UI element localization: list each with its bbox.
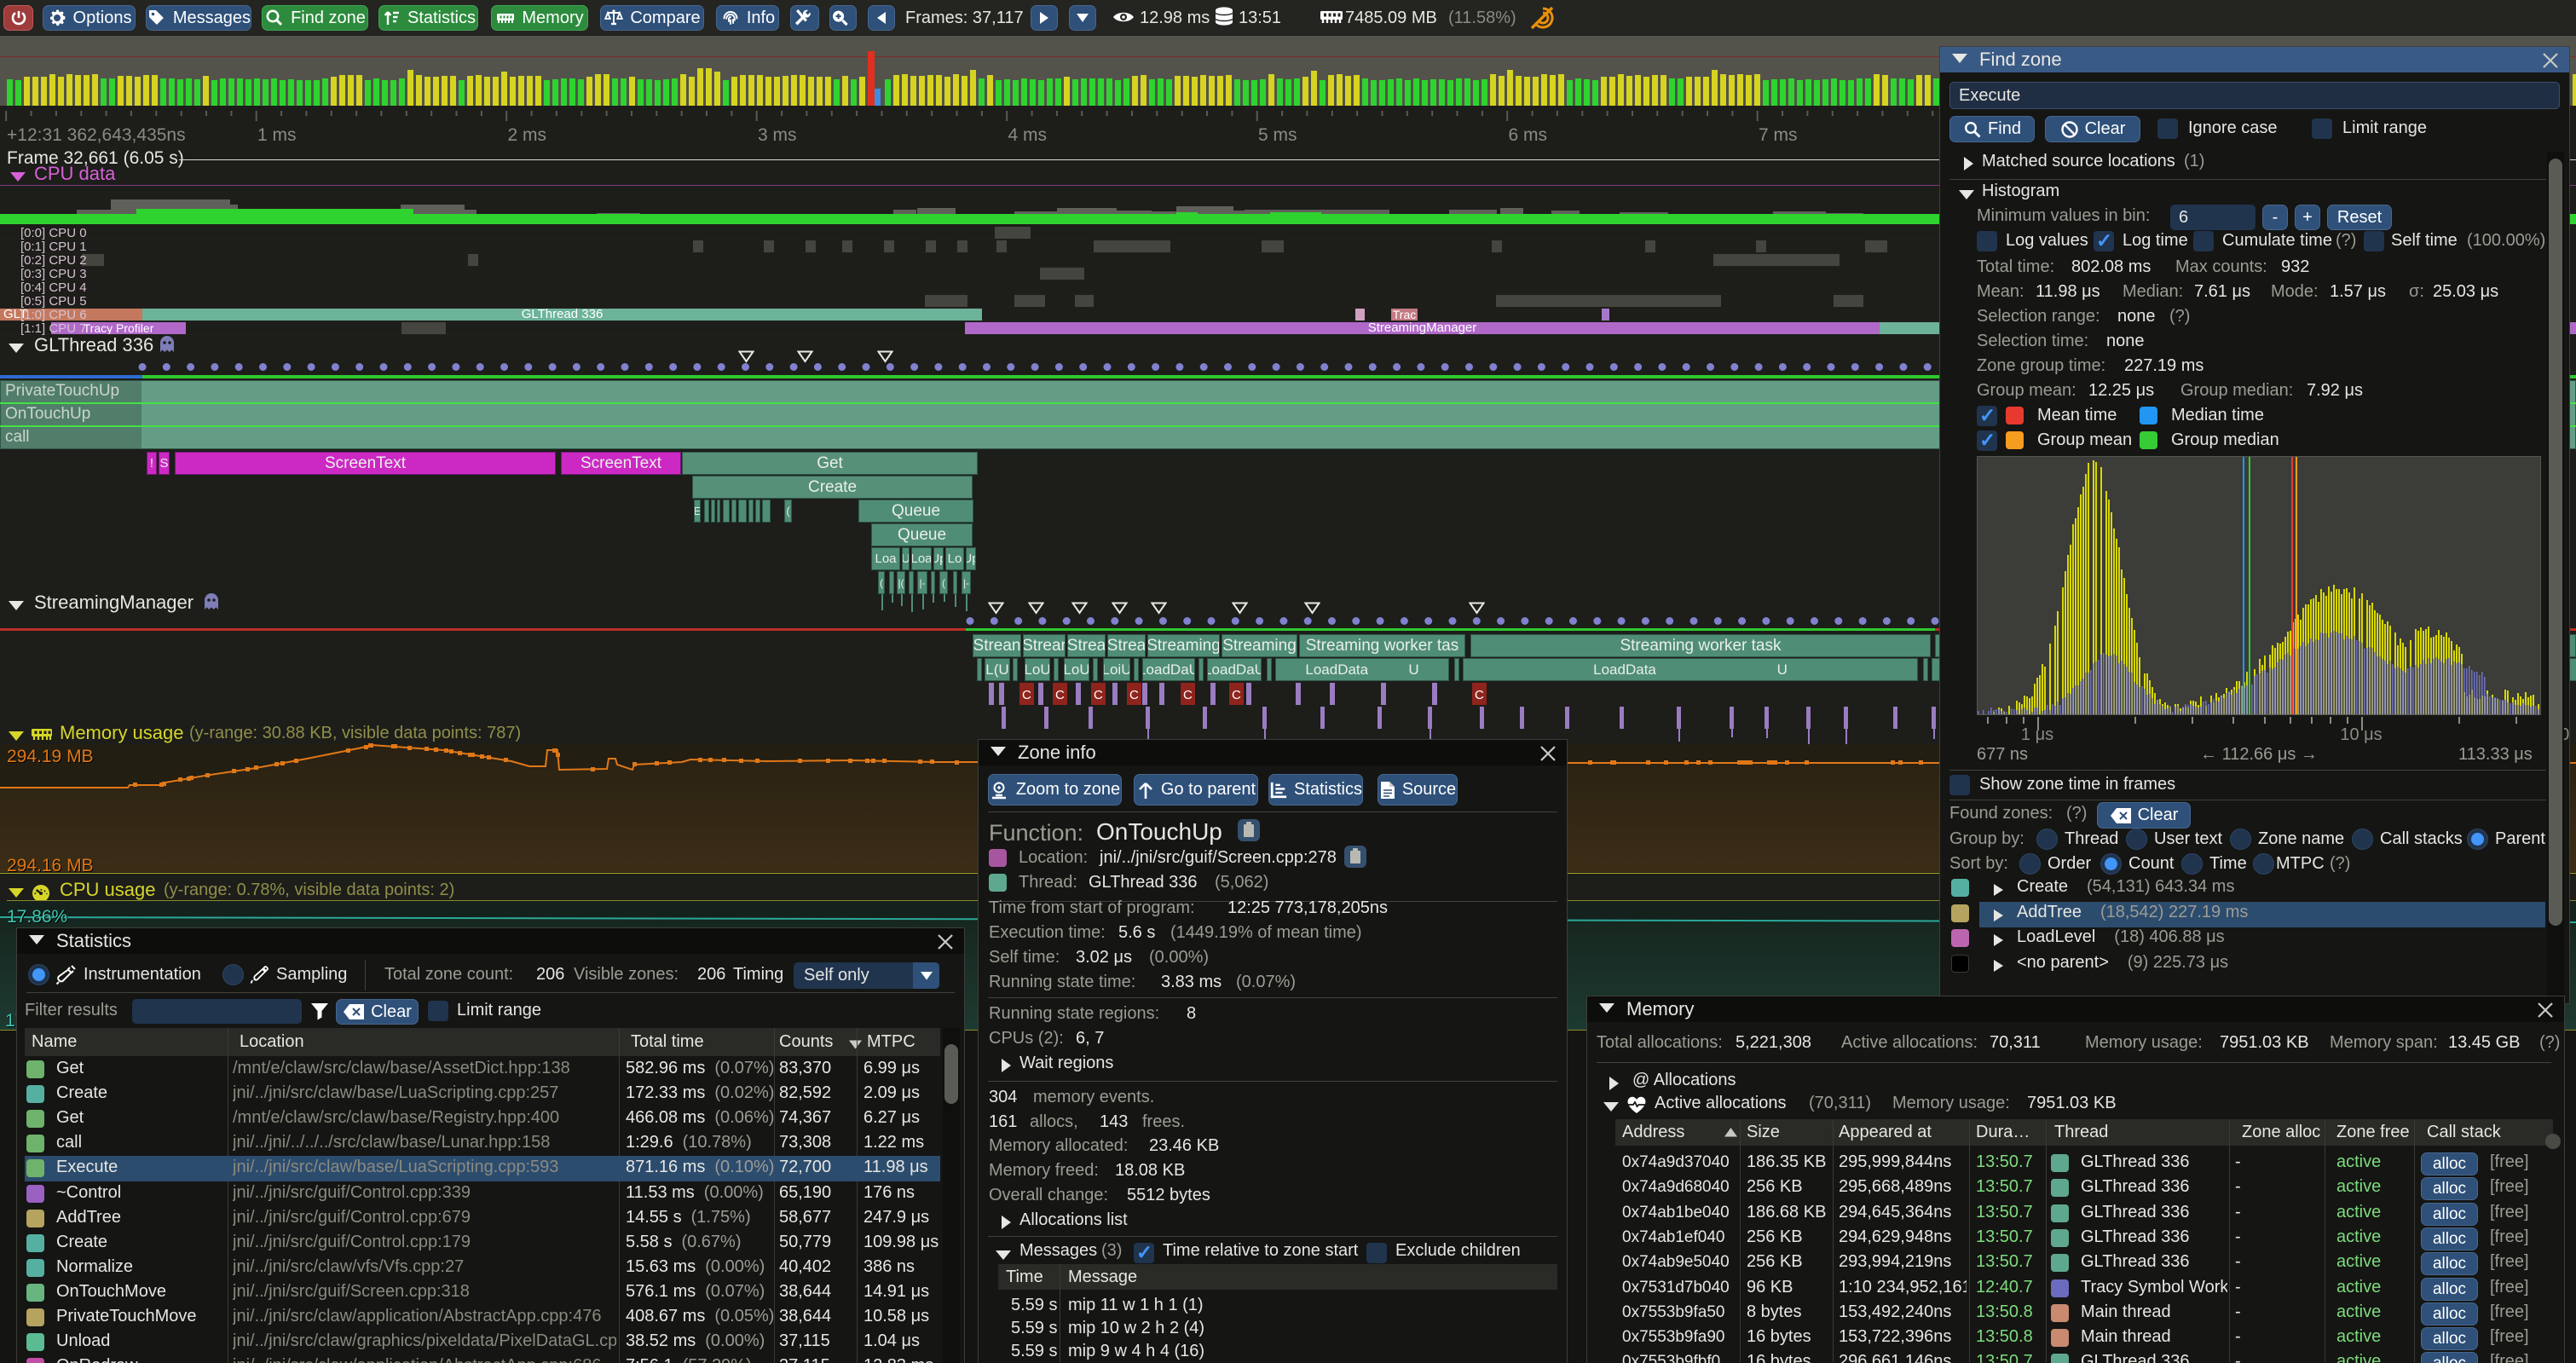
svg-text:C: C xyxy=(1232,688,1241,702)
svg-text:C: C xyxy=(1022,688,1031,702)
svg-text:C: C xyxy=(1094,688,1103,702)
svg-text:C: C xyxy=(1183,688,1193,702)
svg-text:C: C xyxy=(1129,688,1139,702)
svg-text:C: C xyxy=(1475,688,1484,702)
svg-text:C: C xyxy=(1055,688,1065,702)
